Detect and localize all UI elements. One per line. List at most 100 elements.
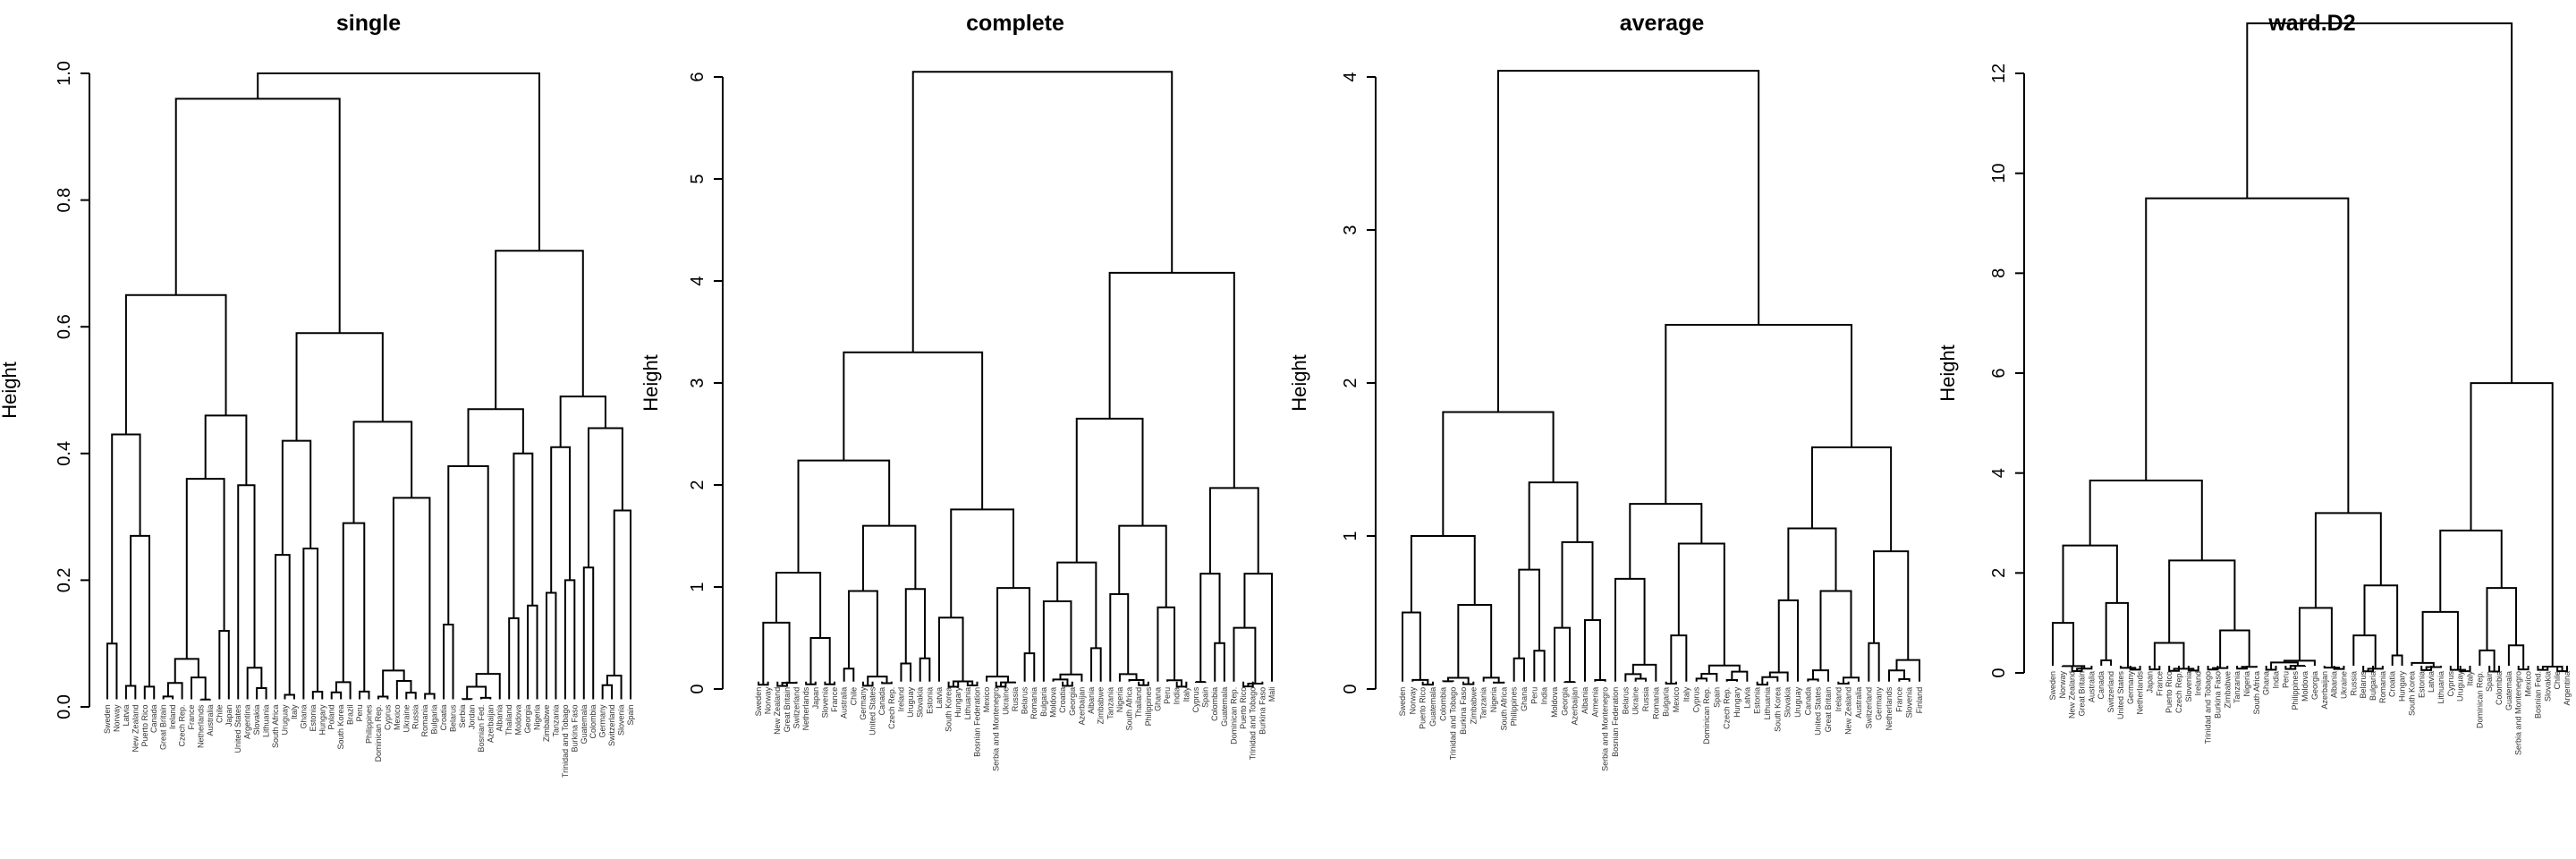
dendrogram-link: [867, 676, 888, 686]
dendrogram-link: [2173, 668, 2195, 671]
dendrogram-link: [952, 680, 974, 687]
dendrogram-link: [1725, 678, 1738, 682]
leaf-label: Dominican Rep.: [2475, 671, 2484, 728]
dendrogram-link: [1023, 652, 1036, 682]
dendrogram-link: [424, 693, 436, 700]
leaf-label: Hungary: [318, 704, 326, 736]
leaf-label: Philippines: [1144, 686, 1153, 726]
leaf-label: Latvia: [2427, 671, 2436, 693]
dendrogram-link: [1421, 681, 1434, 686]
dendrogram-link: [527, 604, 538, 700]
leaf-label: Croatia: [439, 705, 448, 731]
y-tick-label: 1: [1341, 531, 1360, 540]
leaf-label: Albania: [496, 705, 504, 732]
leaf-label: Slovakia: [1784, 687, 1792, 718]
dendrogram-link: [1761, 676, 1779, 685]
leaf-label: Dominican Rep.: [1702, 687, 1711, 744]
y-tick-label: 2: [688, 480, 708, 489]
leaf-label: Trinidad and Tobago: [1449, 687, 1458, 761]
y-tick-label: 0: [688, 684, 708, 693]
dendrogram-link: [1496, 70, 1760, 412]
leaf-label: Uruguay: [906, 686, 915, 718]
leaf-label: Puerto Rico: [1239, 687, 1248, 729]
leaf-label: New Zealand: [1844, 687, 1853, 735]
dendrogram-link: [330, 691, 343, 700]
leaf-label: Norway: [1408, 686, 1417, 714]
dendrogram-link: [1199, 573, 1221, 683]
dendrogram-link: [1214, 642, 1225, 682]
leaf-label: United States: [869, 686, 877, 736]
dendrogram-link: [1677, 542, 1725, 666]
dendrogram-link: [2105, 601, 2130, 668]
dendrogram-link: [564, 579, 576, 700]
leaf-label: South Africa: [1499, 687, 1508, 731]
leaf-label: Philippines: [1510, 686, 1519, 726]
leaf-label: Czech Rep.: [2174, 671, 2183, 713]
dendrogram-link: [191, 676, 207, 700]
leaf-label: Germany: [2126, 670, 2135, 704]
leaf-label: South Korea: [1773, 687, 1782, 732]
leaf-label: Romania: [420, 705, 429, 737]
dendrogram-link: [1819, 590, 1852, 678]
leaf-label: Burkina Faso: [2213, 671, 2222, 719]
leaf-label: Slovenia: [2184, 671, 2193, 702]
leaf-label: Ukraine: [1001, 687, 1010, 715]
dendrogram-link: [950, 508, 1015, 618]
leaf-label: Burkina Faso: [1258, 687, 1267, 735]
leaf-label: Trinidad and Tobago: [1249, 687, 1258, 761]
dendrogram-link: [2479, 649, 2496, 672]
leaf-label: Romania: [1030, 687, 1038, 719]
leaf-label: Thailand: [504, 705, 513, 736]
dendrogram-link: [2537, 665, 2549, 671]
leaf-label: Puerto Rico: [140, 705, 149, 747]
dendrogram-link: [1777, 599, 1799, 682]
dendrogram-link: [143, 685, 156, 700]
leaf-label: Lithuania: [1763, 687, 1772, 720]
dendrogram-link: [2236, 665, 2248, 670]
dendrogram-link: [2517, 665, 2529, 671]
leaf-label: Great Britain: [1824, 687, 1833, 733]
leaf-label: Nigeria: [1115, 687, 1124, 713]
leaf-label: Thailand: [1134, 687, 1143, 719]
leaf-label: Ukraine: [1631, 687, 1640, 715]
y-tick-label: 0.6: [55, 314, 74, 339]
y-tick-label: 0: [1989, 668, 2009, 677]
leaf-label: Croatia: [2388, 671, 2397, 697]
leaf-label: Peru: [1163, 687, 1172, 704]
leaf-label: Czech Rep.: [1723, 687, 1732, 729]
leaf-label: France: [2155, 671, 2164, 696]
dendrogram-link: [2153, 642, 2185, 670]
dendrogram-link: [1561, 540, 1594, 628]
dendrogram-link: [1731, 670, 1749, 682]
dendrogram-link: [1109, 592, 1130, 682]
dendrogram-link: [1837, 681, 1850, 685]
dendrogram-link: [2459, 665, 2471, 673]
leaf-label: Switzerland: [2106, 671, 2115, 713]
y-tick-label: 4: [1341, 72, 1360, 81]
leaf-label: Colombia: [1210, 687, 1219, 721]
leaf-label: Serbia: [458, 705, 467, 728]
leaf-label: Ukraine: [2339, 671, 2348, 699]
leaf-label: Canada: [149, 705, 158, 734]
dendrogram-link: [1843, 676, 1860, 684]
leaf-label: Norway: [112, 704, 121, 732]
y-tick-label: 6: [1989, 368, 2009, 378]
y-tick-label: 5: [688, 174, 708, 183]
dendrogram-link: [2145, 197, 2350, 514]
leaf-label: Moldova: [514, 705, 523, 736]
dendrogram-link: [606, 675, 623, 700]
leaf-label: Estonia: [1753, 687, 1762, 714]
dendrogram-link: [2314, 512, 2382, 608]
leaf-label: Albania: [2330, 671, 2339, 698]
leaf-label: Italy: [1182, 686, 1191, 702]
dendrogram-link: [1807, 678, 1819, 682]
dendrogram-link: [1402, 611, 1421, 682]
dendrogram-link: [1634, 677, 1647, 682]
dendrogram-link: [911, 71, 1174, 353]
leaf-label: Slovenia: [1905, 687, 1914, 719]
leaf-label: Latvia: [935, 687, 944, 709]
leaf-label: Great Britain: [159, 705, 168, 751]
dendrogram-link: [1768, 671, 1789, 682]
leaf-label: Latvia: [1742, 687, 1751, 709]
leaf-label: Armenia: [1590, 687, 1599, 718]
